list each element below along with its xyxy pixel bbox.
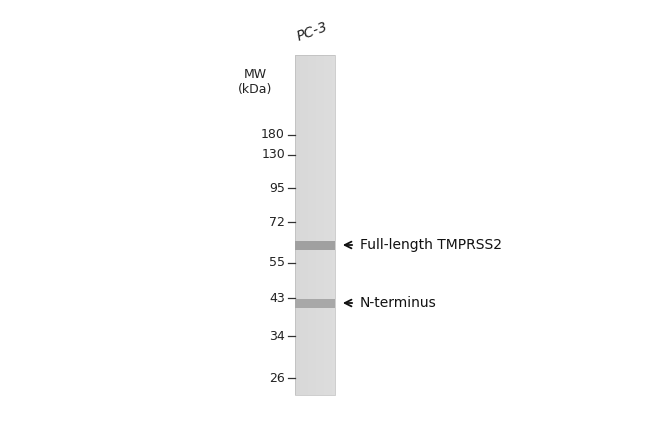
Text: 95: 95 bbox=[269, 181, 285, 195]
Text: 43: 43 bbox=[269, 292, 285, 305]
Bar bbox=[295, 55, 335, 395]
Text: 55: 55 bbox=[269, 257, 285, 270]
Text: Full-length TMPRSS2: Full-length TMPRSS2 bbox=[360, 238, 502, 252]
Text: 180: 180 bbox=[261, 129, 285, 141]
Text: MW
(kDa): MW (kDa) bbox=[238, 68, 272, 96]
Text: PC-3: PC-3 bbox=[295, 19, 330, 43]
Text: N-terminus: N-terminus bbox=[360, 296, 437, 310]
Bar bbox=[295, 241, 335, 249]
Text: 130: 130 bbox=[261, 149, 285, 162]
Text: 72: 72 bbox=[269, 216, 285, 228]
Bar bbox=[295, 298, 335, 308]
Text: 26: 26 bbox=[269, 371, 285, 384]
Text: 34: 34 bbox=[269, 330, 285, 343]
